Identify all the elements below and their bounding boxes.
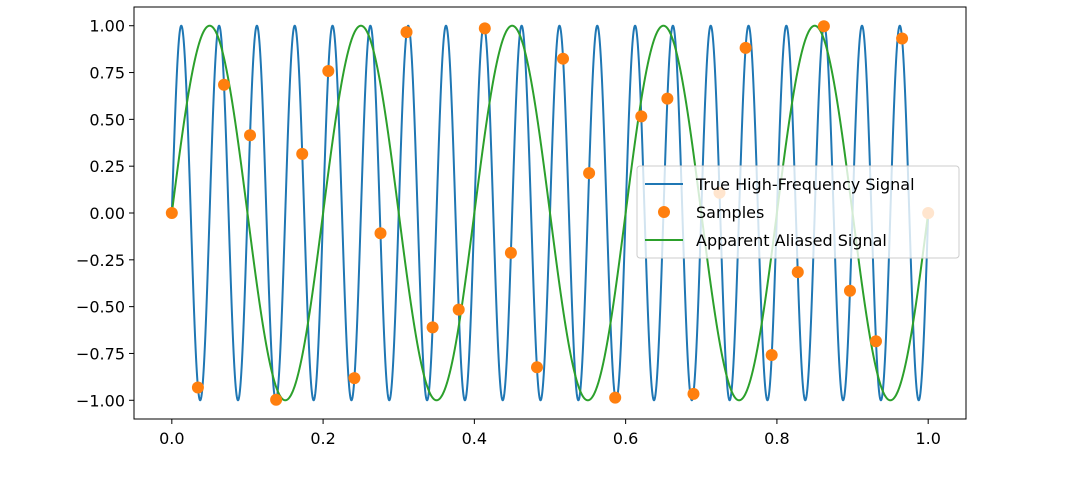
sample-point	[791, 266, 804, 279]
sample-point	[635, 110, 648, 123]
x-tick-label: 0.4	[462, 429, 487, 448]
x-tick-label: 0.2	[310, 429, 335, 448]
y-tick-label: −0.50	[76, 298, 125, 317]
sample-point	[244, 129, 257, 142]
y-tick-label: 0.75	[89, 64, 125, 83]
legend-label-aliased-signal: Apparent Aliased Signal	[696, 231, 887, 250]
sample-point	[348, 372, 361, 385]
sample-point	[609, 391, 622, 404]
sample-point	[504, 246, 517, 259]
legend-label-samples: Samples	[696, 203, 764, 222]
y-tick-label: 0.00	[89, 204, 125, 223]
sample-point	[687, 387, 700, 400]
x-tick-label: 0.0	[159, 429, 184, 448]
sample-point	[583, 167, 596, 180]
y-tick-label: −0.25	[76, 251, 125, 270]
sample-point	[374, 227, 387, 240]
y-tick-label: −0.75	[76, 344, 125, 363]
sample-point	[452, 303, 465, 316]
sample-point	[478, 22, 491, 35]
sample-point	[896, 32, 909, 45]
x-tick-label: 0.6	[613, 429, 638, 448]
sample-point	[739, 41, 752, 54]
legend: True High-Frequency Signal Samples Appar…	[636, 165, 960, 259]
y-tick-label: 0.25	[89, 157, 125, 176]
sample-point	[165, 207, 178, 219]
legend-label-true-signal: True High-Frequency Signal	[695, 175, 915, 194]
sample-point	[765, 348, 778, 361]
x-tick-label: 0.8	[764, 429, 789, 448]
sample-point	[661, 92, 674, 105]
y-axis: 1.00 0.75 0.50 0.25 0.00 −0.25 −0.50 −0.75 −1.00	[76, 17, 134, 410]
y-tick-label: −1.00	[76, 391, 125, 410]
sample-point	[557, 52, 570, 65]
sample-point	[270, 393, 283, 406]
x-axis: 0.0 0.2 0.4 0.6 0.8 1.0	[159, 419, 941, 448]
x-tick-label: 1.0	[915, 429, 940, 448]
legend-box	[636, 165, 960, 259]
sample-point	[296, 147, 309, 160]
sample-point	[400, 26, 413, 39]
legend-handle-samples	[658, 206, 670, 218]
sample-point	[530, 361, 543, 374]
sample-point	[817, 20, 830, 33]
y-tick-label: 1.00	[89, 17, 125, 36]
sample-point	[322, 65, 335, 78]
sample-point	[426, 321, 439, 334]
series-line-apparent-aliased-signal	[170, 24, 930, 402]
sample-point	[869, 335, 882, 348]
sample-point	[191, 381, 204, 394]
series-layer	[165, 20, 935, 406]
sample-point	[843, 284, 856, 297]
y-tick-label: 0.50	[89, 110, 125, 129]
sample-point	[218, 78, 231, 91]
